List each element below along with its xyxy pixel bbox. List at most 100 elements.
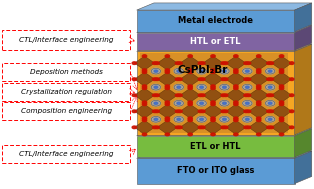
Circle shape [177,102,181,104]
Circle shape [151,84,160,90]
Polygon shape [295,44,312,135]
Circle shape [268,118,272,120]
Circle shape [269,110,273,113]
Circle shape [211,85,215,88]
Circle shape [269,94,273,97]
Circle shape [267,94,271,97]
Polygon shape [137,26,312,33]
FancyBboxPatch shape [2,145,130,163]
Circle shape [221,126,225,129]
Circle shape [269,78,273,81]
Circle shape [211,69,215,71]
Circle shape [174,100,183,106]
Circle shape [221,78,225,81]
Circle shape [154,86,158,88]
Circle shape [188,117,192,120]
Circle shape [290,62,294,64]
Circle shape [257,103,261,106]
Circle shape [153,110,157,113]
Polygon shape [134,56,155,70]
Polygon shape [180,56,200,70]
Circle shape [211,117,215,120]
Text: Metal electrode: Metal electrode [178,16,253,25]
Circle shape [178,110,182,113]
Circle shape [269,126,273,129]
Polygon shape [226,120,246,134]
Circle shape [174,68,183,74]
Circle shape [132,110,137,113]
Circle shape [155,62,160,64]
Circle shape [151,100,160,106]
Circle shape [221,110,225,113]
Circle shape [132,78,137,81]
Polygon shape [157,120,177,134]
Circle shape [211,133,215,136]
Circle shape [142,55,147,57]
Circle shape [201,126,205,129]
Polygon shape [134,88,155,102]
Circle shape [197,68,206,74]
Text: HTL or ETL: HTL or ETL [190,37,241,46]
Circle shape [267,126,271,129]
Circle shape [224,126,228,129]
Circle shape [244,126,248,129]
Circle shape [279,103,284,106]
Polygon shape [271,120,292,134]
Polygon shape [295,129,312,157]
Circle shape [132,126,137,129]
Circle shape [279,101,284,104]
Polygon shape [203,104,223,118]
Circle shape [165,55,170,57]
Polygon shape [134,104,155,118]
Circle shape [290,94,294,97]
Circle shape [221,62,225,64]
Polygon shape [137,158,295,184]
Circle shape [142,71,147,74]
Circle shape [200,86,203,88]
Circle shape [246,86,249,88]
Circle shape [200,118,203,120]
Text: ETL or HTL: ETL or HTL [190,142,241,151]
Circle shape [165,133,170,136]
Polygon shape [180,120,200,134]
Text: CsPbI₂Br: CsPbI₂Br [178,65,228,75]
Circle shape [220,100,229,106]
Polygon shape [157,104,177,118]
Polygon shape [140,53,288,133]
Circle shape [265,116,275,122]
Circle shape [257,55,261,57]
Polygon shape [134,120,155,134]
Circle shape [178,126,182,129]
Text: CTL/Interface engineering: CTL/Interface engineering [19,151,114,157]
Circle shape [175,126,180,129]
Circle shape [165,103,170,106]
Circle shape [201,62,205,64]
Circle shape [201,110,205,113]
Circle shape [188,71,192,74]
Circle shape [197,100,206,106]
FancyBboxPatch shape [2,63,130,81]
Circle shape [224,94,228,97]
Circle shape [175,94,180,97]
Circle shape [279,119,284,122]
Circle shape [153,78,157,81]
Polygon shape [226,72,246,86]
Circle shape [224,62,228,64]
Circle shape [234,87,238,90]
Circle shape [234,133,238,136]
Circle shape [257,71,261,74]
Circle shape [177,118,181,120]
Circle shape [257,87,261,90]
Circle shape [265,84,275,90]
Circle shape [246,62,251,64]
Circle shape [234,117,238,120]
Polygon shape [249,56,269,70]
Polygon shape [295,151,312,184]
Circle shape [153,126,157,129]
Circle shape [268,70,272,72]
Circle shape [267,110,271,113]
Circle shape [198,94,203,97]
Circle shape [221,94,225,97]
Circle shape [220,84,229,90]
Circle shape [151,116,160,122]
